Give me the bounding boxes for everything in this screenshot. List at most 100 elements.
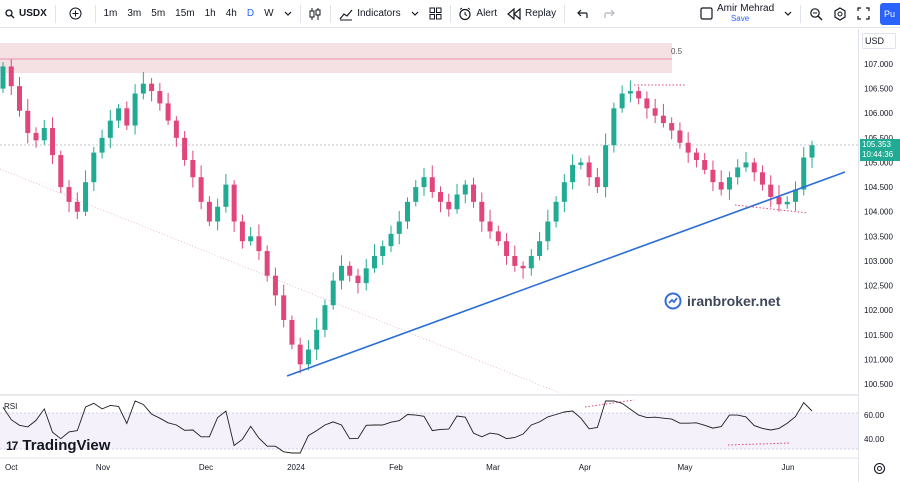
candle-body bbox=[619, 93, 625, 109]
interval-1h[interactable]: 1h bbox=[200, 0, 221, 28]
candle-body bbox=[58, 155, 64, 188]
ascending-trendline[interactable] bbox=[286, 171, 846, 377]
candle-body bbox=[396, 221, 402, 234]
interval-1m[interactable]: 1m bbox=[98, 0, 122, 28]
rsi-indicator-label[interactable]: RSI bbox=[4, 402, 18, 411]
price-chart[interactable]: 0.5 Oct Nov Dec 2024 Feb Mar Apr May Jun bbox=[0, 29, 858, 481]
price-level-label: 100.500 bbox=[864, 380, 893, 389]
candle-body bbox=[611, 108, 617, 146]
price-level-label: 106.000 bbox=[864, 109, 893, 118]
price-level-label: 106.500 bbox=[864, 85, 893, 94]
replay-label: Replay bbox=[524, 8, 557, 19]
time-axis: Oct Nov Dec 2024 Feb Mar Apr May Jun bbox=[5, 463, 794, 472]
candle-body bbox=[735, 167, 741, 178]
time-axis-label: Jun bbox=[782, 463, 795, 472]
divider bbox=[299, 4, 301, 23]
compare-symbol-button[interactable] bbox=[59, 0, 92, 28]
candle-body bbox=[545, 221, 551, 242]
fullscreen-button[interactable] bbox=[852, 0, 875, 28]
time-axis-label: Nov bbox=[96, 463, 110, 472]
candle-body bbox=[586, 162, 592, 178]
layout-name-button[interactable]: Amir Mehrad Save bbox=[695, 0, 797, 28]
candle-body bbox=[182, 137, 188, 160]
quick-search-button[interactable] bbox=[804, 0, 828, 28]
candle-body bbox=[636, 91, 642, 99]
candle-body bbox=[561, 182, 567, 202]
interval-d[interactable]: D bbox=[242, 0, 259, 28]
divider bbox=[54, 4, 56, 23]
chevron-down-icon bbox=[784, 11, 792, 16]
grid-icon bbox=[429, 7, 442, 20]
divider bbox=[449, 4, 451, 23]
candle-body bbox=[206, 201, 212, 222]
divider bbox=[800, 4, 802, 23]
candle-body bbox=[462, 184, 468, 195]
candle-body bbox=[66, 187, 72, 202]
replay-button[interactable]: Replay bbox=[502, 0, 561, 28]
candle-body bbox=[322, 305, 328, 330]
candle-body bbox=[718, 182, 724, 190]
interval-3m[interactable]: 3m bbox=[122, 0, 146, 28]
candle-body bbox=[281, 295, 287, 320]
price-level-label: 103.500 bbox=[864, 232, 893, 241]
indicators-button[interactable]: Indicators bbox=[334, 0, 423, 28]
candle-body bbox=[388, 233, 394, 247]
candle-body bbox=[809, 145, 815, 158]
publish-label: Pu bbox=[884, 9, 896, 19]
interval-5m[interactable]: 5m bbox=[146, 0, 170, 28]
redo-button[interactable] bbox=[596, 0, 624, 28]
indicators-icon bbox=[339, 9, 353, 20]
price-scale[interactable]: 107.000 106.500 106.000 105.500 105.000 104.5… bbox=[858, 29, 900, 482]
candle-body bbox=[124, 108, 130, 126]
time-axis-label: Dec bbox=[199, 463, 213, 472]
chart-type-button[interactable] bbox=[303, 0, 327, 28]
chevron-down-icon bbox=[284, 11, 291, 16]
candle-body bbox=[132, 93, 138, 126]
scale-settings-icon[interactable] bbox=[873, 462, 886, 475]
candle-body bbox=[198, 177, 204, 202]
candle-body bbox=[116, 108, 122, 121]
price-level-label: 103.000 bbox=[864, 257, 893, 266]
interval-w[interactable]: W bbox=[259, 0, 278, 28]
candle-body bbox=[594, 177, 600, 188]
symbol-search[interactable]: USDX bbox=[0, 0, 52, 28]
rsi-level-label: 60.00 bbox=[864, 411, 885, 420]
price-level-label: 101.000 bbox=[864, 355, 893, 364]
currency-selector[interactable]: USD bbox=[862, 33, 896, 49]
candle-body bbox=[627, 91, 633, 94]
time-axis-label: 2024 bbox=[287, 463, 305, 472]
layouts-button[interactable] bbox=[424, 0, 447, 28]
undo-button[interactable] bbox=[568, 0, 596, 28]
candle-body bbox=[660, 115, 666, 124]
candle-body bbox=[685, 142, 691, 153]
interval-15m[interactable]: 15m bbox=[170, 0, 199, 28]
settings-button[interactable] bbox=[828, 0, 852, 28]
candle-body bbox=[446, 201, 452, 210]
candle-body bbox=[330, 280, 336, 306]
chart-pane[interactable]: 0.5 Oct Nov Dec 2024 Feb Mar Apr May Jun bbox=[0, 29, 858, 481]
interval-4h[interactable]: 4h bbox=[221, 0, 242, 28]
candle-body bbox=[751, 162, 757, 173]
publish-button[interactable]: Pu bbox=[880, 3, 900, 25]
user-layout: Amir Mehrad Save bbox=[717, 3, 774, 24]
candle-body bbox=[165, 103, 171, 121]
candle-body bbox=[759, 172, 765, 185]
fullscreen-icon bbox=[857, 7, 870, 20]
candle-body bbox=[553, 201, 559, 222]
candle-body bbox=[537, 241, 543, 256]
candle-body bbox=[314, 329, 320, 350]
layout-square-icon bbox=[700, 7, 713, 20]
interval-dropdown[interactable] bbox=[279, 0, 297, 28]
candle-body bbox=[264, 251, 270, 276]
candle-body bbox=[429, 177, 435, 192]
candle-body bbox=[520, 265, 526, 269]
time-axis-label: Feb bbox=[389, 463, 403, 472]
candle-body bbox=[677, 130, 683, 143]
candle-body bbox=[107, 120, 113, 138]
candle-body bbox=[487, 221, 493, 232]
candle-body bbox=[669, 123, 675, 131]
alert-button[interactable]: Alert bbox=[453, 0, 502, 28]
search-icon bbox=[5, 8, 15, 18]
candle-body bbox=[297, 344, 303, 365]
candle-body bbox=[74, 201, 80, 212]
